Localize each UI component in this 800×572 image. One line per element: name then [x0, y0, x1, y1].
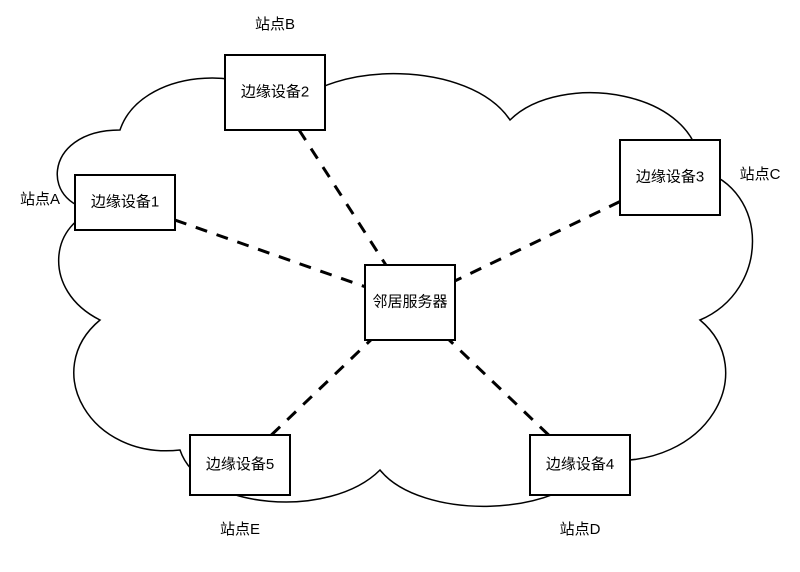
edge-device-3-label: 边缘设备3	[636, 168, 704, 185]
edge-device-4-label: 边缘设备4	[546, 456, 614, 473]
edge-device-2-node: 边缘设备2	[225, 55, 325, 130]
neighbor-server-node: 邻居服务器	[365, 265, 455, 340]
edge-edge-device-4-neighbor-server	[449, 340, 548, 435]
edge-edge-device-3-neighbor-server	[455, 202, 620, 281]
edge-device-2-label: 边缘设备2	[241, 83, 309, 100]
edge-device-5-node: 边缘设备5	[190, 435, 290, 495]
edge-device-1-site-label: 站点A	[20, 191, 60, 208]
edge-edge-device-2-neighbor-server	[299, 130, 386, 265]
edge-edge-device-5-neighbor-server	[271, 340, 370, 435]
edge-device-1-node: 边缘设备1	[75, 175, 175, 230]
edge-device-2-site-label: 站点B	[255, 16, 295, 33]
edge-device-4-node: 边缘设备4	[530, 435, 630, 495]
edge-edge-device-1-neighbor-server	[175, 220, 365, 287]
neighbor-server-label: 邻居服务器	[372, 293, 447, 310]
edge-device-1-label: 边缘设备1	[91, 193, 159, 210]
edge-device-5-site-label: 站点E	[220, 521, 260, 538]
edge-device-5-label: 边缘设备5	[206, 456, 274, 473]
edge-device-3-node: 边缘设备3	[620, 140, 720, 215]
edge-device-4-site-label: 站点D	[560, 521, 601, 538]
edge-device-3-site-label: 站点C	[740, 166, 781, 183]
